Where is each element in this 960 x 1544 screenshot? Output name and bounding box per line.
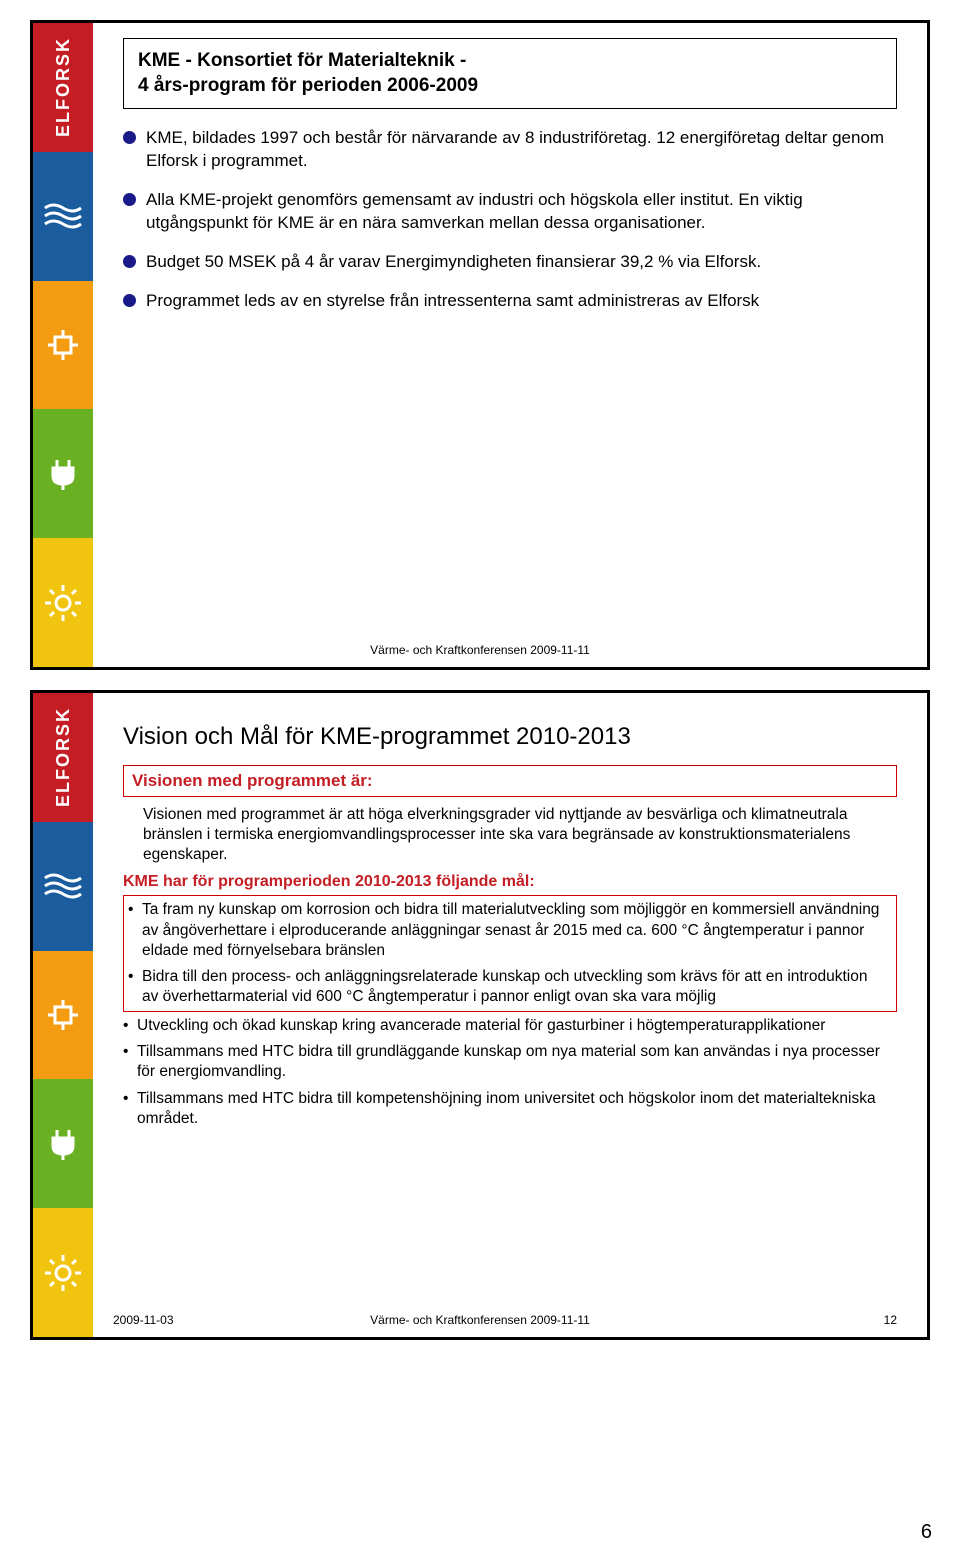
goal-item: • Tillsammans med HTC bidra till grundlä… bbox=[123, 1042, 897, 1082]
sidebar-icon-plug bbox=[33, 409, 93, 538]
slide-sidebar: ELFORSK bbox=[33, 693, 93, 1337]
slide2-footer-right: 12 bbox=[884, 1313, 897, 1327]
goal-item: • Utveckling och ökad kunskap kring avan… bbox=[123, 1016, 897, 1036]
goal-text: Utveckling och ökad kunskap kring avance… bbox=[137, 1016, 825, 1036]
goal-text: Bidra till den process- och anläggningsr… bbox=[142, 967, 888, 1007]
bullet-text: Programmet leds av en styrelse från intr… bbox=[146, 290, 759, 313]
page-number: 6 bbox=[921, 1521, 932, 1544]
sidebar-logo-block: ELFORSK bbox=[33, 23, 93, 152]
goal-text: Tillsammans med HTC bidra till grundlägg… bbox=[137, 1042, 897, 1082]
goal-text: Tillsammans med HTC bidra till kompetens… bbox=[137, 1089, 897, 1129]
bullet-text: Alla KME-projekt genomförs gemensamt av … bbox=[146, 189, 897, 235]
bullet-mark: • bbox=[123, 1089, 137, 1129]
slide-1: ELFORSK KME - Konsortiet för Materialtek… bbox=[30, 20, 930, 670]
bullet-mark: • bbox=[123, 1042, 137, 1082]
bullet-dot-icon bbox=[123, 131, 136, 144]
slide1-title-line1: KME - Konsortiet för Materialteknik - bbox=[138, 49, 882, 74]
elforsk-label: ELFORSK bbox=[53, 707, 74, 807]
slide-sidebar: ELFORSK bbox=[33, 23, 93, 667]
slide1-content: KME - Konsortiet för Materialteknik - 4 … bbox=[103, 23, 927, 339]
slide2-title: Vision och Mål för KME-programmet 2010-2… bbox=[123, 723, 897, 751]
bullet-dot-icon bbox=[123, 193, 136, 206]
bullet-item: Alla KME-projekt genomförs gemensamt av … bbox=[123, 189, 897, 235]
sidebar-logo-block: ELFORSK bbox=[33, 693, 93, 822]
sidebar-icon-waves bbox=[33, 822, 93, 951]
bullet-dot-icon bbox=[123, 255, 136, 268]
bullet-item: Budget 50 MSEK på 4 år varav Energimyndi… bbox=[123, 251, 897, 274]
bullet-mark: • bbox=[128, 967, 142, 1007]
bullet-text: KME, bildades 1997 och består för närvar… bbox=[146, 127, 897, 173]
goal-text: Ta fram ny kunskap om korrosion och bidr… bbox=[142, 900, 888, 960]
bullet-text: Budget 50 MSEK på 4 år varav Energimyndi… bbox=[146, 251, 761, 274]
slide1-title-line2: 4 års-program för perioden 2006-2009 bbox=[138, 74, 882, 99]
slide-2: ELFORSK Vision och Mål för KME-programme… bbox=[30, 690, 930, 1340]
bullet-dot-icon bbox=[123, 294, 136, 307]
goal-item: • Bidra till den process- och anläggning… bbox=[128, 967, 888, 1007]
goals-heading: KME har för programperioden 2010-2013 fö… bbox=[123, 873, 897, 891]
slide1-title-box: KME - Konsortiet för Materialteknik - 4 … bbox=[123, 38, 897, 109]
elforsk-label: ELFORSK bbox=[53, 37, 74, 137]
vision-heading: Visionen med programmet är: bbox=[132, 771, 888, 791]
sidebar-icon-waves bbox=[33, 152, 93, 281]
goal-item: • Tillsammans med HTC bidra till kompete… bbox=[123, 1089, 897, 1129]
goal-item: • Ta fram ny kunskap om korrosion och bi… bbox=[128, 900, 888, 960]
sidebar-icon-plug bbox=[33, 1079, 93, 1208]
bullet-item: KME, bildades 1997 och består för närvar… bbox=[123, 127, 897, 173]
vision-body: Visionen med programmet är att höga elve… bbox=[143, 805, 897, 865]
goals-highlighted-box: • Ta fram ny kunskap om korrosion och bi… bbox=[123, 895, 897, 1012]
bullet-mark: • bbox=[128, 900, 142, 960]
sidebar-icon-circuit bbox=[33, 951, 93, 1080]
bullet-item: Programmet leds av en styrelse från intr… bbox=[123, 290, 897, 313]
vision-box: Visionen med programmet är: bbox=[123, 765, 897, 797]
bullet-mark: • bbox=[123, 1016, 137, 1036]
sidebar-icon-circuit bbox=[33, 281, 93, 410]
slide1-footer-center: Värme- och Kraftkonferensen 2009-11-11 bbox=[33, 643, 927, 657]
slide2-content: Vision och Mål för KME-programmet 2010-2… bbox=[103, 693, 927, 1145]
slide2-footer-center: Värme- och Kraftkonferensen 2009-11-11 bbox=[33, 1313, 927, 1327]
